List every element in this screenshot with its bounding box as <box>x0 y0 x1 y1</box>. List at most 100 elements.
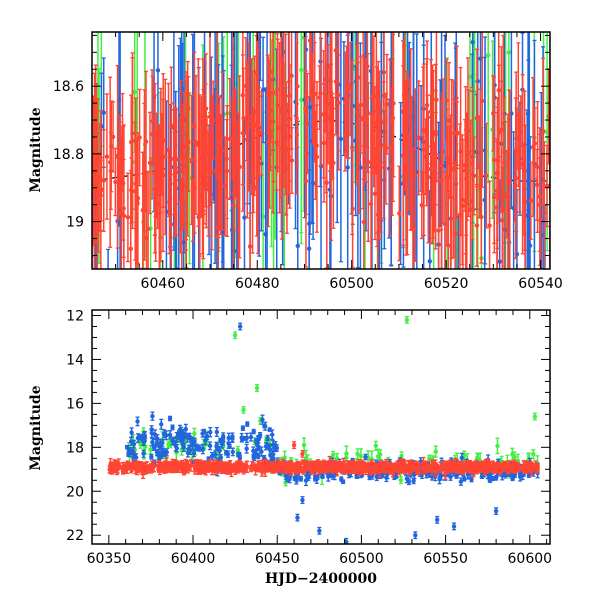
data-point <box>287 476 292 482</box>
data-point <box>200 446 206 452</box>
data-point <box>540 129 546 134</box>
data-point <box>149 132 155 137</box>
data-point <box>531 452 536 457</box>
data-point <box>172 195 178 200</box>
data-point <box>170 425 175 430</box>
data-point <box>312 476 318 481</box>
data-point <box>204 151 210 156</box>
data-point <box>191 451 197 456</box>
data-point <box>458 479 464 484</box>
data-point <box>245 421 250 427</box>
data-point <box>295 515 300 520</box>
data-point <box>150 413 155 419</box>
data-point <box>108 168 114 174</box>
data-point <box>530 144 536 150</box>
full-series-red <box>107 441 540 480</box>
data-point <box>266 139 271 145</box>
data-point <box>517 160 522 166</box>
data-point <box>207 443 213 449</box>
data-point <box>232 333 238 338</box>
data-point <box>127 449 133 455</box>
data-point <box>159 422 164 427</box>
data-point <box>230 449 236 455</box>
x-tick-label: 60460 <box>141 276 186 292</box>
data-point <box>137 435 143 440</box>
data-point <box>328 150 334 155</box>
x-tick-label: 60540 <box>518 276 563 292</box>
data-point <box>433 129 438 135</box>
data-point <box>375 212 381 217</box>
data-point <box>167 416 173 421</box>
data-point <box>378 164 383 170</box>
data-point <box>294 116 299 121</box>
data-point <box>299 67 304 73</box>
data-point <box>106 313 110 317</box>
data-point <box>263 232 268 237</box>
data-point <box>235 162 240 167</box>
data-point <box>186 446 191 451</box>
data-point <box>311 110 316 115</box>
data-point <box>295 243 300 249</box>
data-point <box>495 443 500 449</box>
data-point <box>214 444 219 449</box>
data-point <box>256 435 262 440</box>
data-point <box>256 453 261 459</box>
zoom-panel-data <box>92 20 550 344</box>
data-point <box>141 451 146 456</box>
data-point <box>260 417 265 422</box>
data-point <box>383 146 389 151</box>
data-point <box>491 157 497 163</box>
data-point <box>444 98 449 103</box>
data-point <box>363 454 368 460</box>
data-point <box>221 433 226 439</box>
zoom-panel-ylabel: Magnitude <box>28 107 44 192</box>
data-point <box>436 228 441 233</box>
data-point <box>317 528 322 534</box>
data-point <box>133 455 139 460</box>
data-point <box>340 479 346 484</box>
data-point <box>424 129 429 135</box>
data-point <box>101 178 106 183</box>
data-point <box>528 198 534 203</box>
data-point <box>252 123 257 128</box>
data-point <box>209 170 214 175</box>
data-point <box>132 89 137 95</box>
data-point <box>368 201 374 207</box>
data-point <box>434 517 440 523</box>
data-point <box>361 219 367 225</box>
data-point <box>144 235 149 241</box>
data-point <box>219 441 225 447</box>
data-point <box>487 223 492 228</box>
data-point <box>232 20 236 24</box>
data-point <box>373 443 379 449</box>
data-point <box>474 115 480 121</box>
data-point <box>321 140 327 146</box>
data-point <box>113 179 118 185</box>
data-point <box>135 201 140 206</box>
data-point <box>447 158 453 163</box>
zoom-panel: 60460 60480 60500 60520 60540 18.6 18.8 19 Magn… <box>28 20 563 344</box>
data-point <box>433 449 438 454</box>
data-point <box>199 155 204 160</box>
data-point <box>179 340 183 344</box>
data-point <box>493 508 499 514</box>
data-point <box>187 434 192 439</box>
data-point <box>180 430 186 436</box>
data-point <box>480 98 485 104</box>
data-point <box>181 442 186 447</box>
data-point <box>484 173 489 178</box>
data-point <box>354 473 359 478</box>
y-tick-label: 19 <box>66 215 84 231</box>
data-point <box>237 324 243 329</box>
data-point <box>161 431 167 436</box>
data-point <box>255 442 260 448</box>
data-point <box>303 478 309 483</box>
data-point <box>167 199 172 205</box>
data-point <box>208 429 213 435</box>
data-point <box>333 79 339 84</box>
data-point <box>306 246 312 251</box>
data-point <box>259 449 264 454</box>
x-tick-label: 60480 <box>235 276 280 292</box>
data-point <box>101 110 106 115</box>
data-point <box>300 497 305 503</box>
